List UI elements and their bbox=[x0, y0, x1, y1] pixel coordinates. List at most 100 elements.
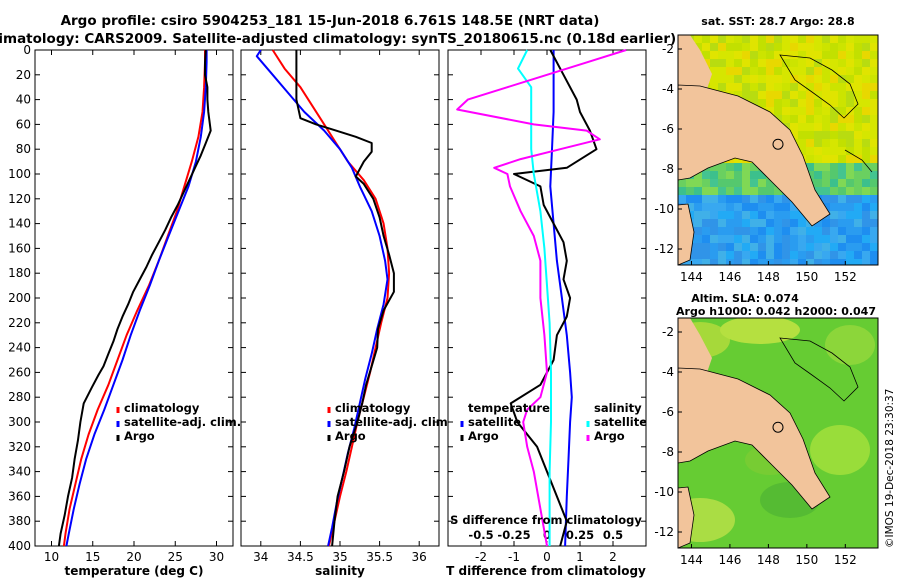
sst-cell bbox=[798, 123, 806, 131]
sst-cell bbox=[694, 187, 702, 195]
sst-cell bbox=[870, 243, 878, 251]
sst-cell bbox=[734, 235, 742, 243]
sst-cell bbox=[806, 123, 814, 131]
sst-cell bbox=[822, 195, 830, 203]
sla-blob bbox=[825, 325, 875, 365]
sst-cell bbox=[718, 163, 726, 171]
sst-cell bbox=[766, 251, 774, 259]
sst-cell bbox=[758, 235, 766, 243]
sst-cell bbox=[774, 235, 782, 243]
sst-cell bbox=[822, 219, 830, 227]
sst-cell bbox=[750, 219, 758, 227]
sst-cell bbox=[758, 243, 766, 251]
sst-cell bbox=[830, 227, 838, 235]
lat-tick-label: -4 bbox=[662, 82, 674, 96]
sst-cell bbox=[814, 251, 822, 259]
sst-cell bbox=[870, 203, 878, 211]
y-tick-label: 320 bbox=[8, 440, 31, 454]
sst-cell bbox=[718, 195, 726, 203]
salinity-series bbox=[255, 49, 395, 547]
sst-cell bbox=[710, 67, 718, 75]
sst-cell bbox=[870, 59, 878, 67]
sst-cell bbox=[766, 75, 774, 83]
temperature-panel: 0 20 40 60 80 100 120 140 160 180 200 220 240 260 280 3… bbox=[8, 43, 241, 578]
sst-cell bbox=[846, 75, 854, 83]
sst-cell bbox=[790, 235, 798, 243]
sst-cell bbox=[862, 163, 870, 171]
sst-cell bbox=[766, 179, 774, 187]
sst-cell bbox=[870, 123, 878, 131]
sst-cell bbox=[766, 35, 774, 43]
difference-series bbox=[456, 49, 627, 547]
sst-cell bbox=[862, 147, 870, 155]
sst-cell bbox=[694, 171, 702, 179]
sst-cell bbox=[718, 35, 726, 43]
sst-cell bbox=[694, 195, 702, 203]
sst-cell bbox=[870, 35, 878, 43]
x2-tick-label: 0.5 bbox=[603, 528, 623, 542]
legend-temperature-header: temperature bbox=[468, 401, 550, 415]
sst-cell bbox=[838, 179, 846, 187]
sst-cell bbox=[854, 243, 862, 251]
sst-cell bbox=[710, 83, 718, 91]
sst-cell bbox=[838, 155, 846, 163]
sst-cell bbox=[862, 115, 870, 123]
sst-cell bbox=[798, 131, 806, 139]
sst-cell bbox=[862, 59, 870, 67]
sst-cell bbox=[862, 99, 870, 107]
pressure-axis: 0 20 40 60 80 100 120 140 160 180 200 220 240 260 280 3… bbox=[8, 43, 233, 553]
sst-cell bbox=[694, 211, 702, 219]
legend-t-argo: Argo bbox=[468, 429, 499, 443]
sst-cell bbox=[814, 83, 822, 91]
sst-cell bbox=[734, 163, 742, 171]
sst-cell bbox=[790, 227, 798, 235]
sst-cell bbox=[702, 251, 710, 259]
sst-cell bbox=[726, 35, 734, 43]
legend-t-satellite: satellite bbox=[468, 415, 521, 429]
sst-cell bbox=[790, 203, 798, 211]
sst-cell bbox=[822, 99, 830, 107]
sst-cell bbox=[830, 59, 838, 67]
sst-cell bbox=[742, 243, 750, 251]
sst-cell bbox=[750, 67, 758, 75]
sst-cell bbox=[742, 35, 750, 43]
sst-cell bbox=[822, 131, 830, 139]
sst-cell bbox=[862, 123, 870, 131]
sst-cell bbox=[726, 75, 734, 83]
sst-cell bbox=[846, 211, 854, 219]
sst-cell bbox=[814, 131, 822, 139]
sst-cell bbox=[734, 51, 742, 59]
sst-cell bbox=[806, 163, 814, 171]
sst-cell bbox=[870, 51, 878, 59]
sst-cell bbox=[718, 203, 726, 211]
sst-cell bbox=[702, 187, 710, 195]
sst-cell bbox=[830, 115, 838, 123]
sst-cell bbox=[854, 131, 862, 139]
sst-cell bbox=[838, 59, 846, 67]
sst-cell bbox=[846, 235, 854, 243]
sst-cell bbox=[710, 195, 718, 203]
sst-cell bbox=[790, 219, 798, 227]
difference-panel: -2 -1 0 1 2 -0.5 -0.25 0 0.25 0.5 S difference f… bbox=[446, 49, 647, 578]
sst-cell bbox=[702, 259, 710, 265]
sst-cell bbox=[774, 211, 782, 219]
sst-cell bbox=[734, 43, 742, 51]
sst-cell bbox=[750, 235, 758, 243]
sst-cell bbox=[838, 131, 846, 139]
temperature-series bbox=[57, 49, 212, 547]
sst-cell bbox=[846, 91, 854, 99]
sst-cell bbox=[750, 227, 758, 235]
sst-cell bbox=[822, 115, 830, 123]
y-tick-label: 100 bbox=[8, 167, 31, 181]
sst-cell bbox=[710, 211, 718, 219]
sla-land-new-guinea bbox=[678, 367, 831, 510]
lon-tick-label: 144 bbox=[680, 553, 703, 567]
sst-cell bbox=[782, 211, 790, 219]
sst-cell bbox=[854, 163, 862, 171]
sst-cell bbox=[806, 139, 814, 147]
sst-cell bbox=[782, 227, 790, 235]
sst-cell bbox=[718, 227, 726, 235]
sst-cell bbox=[822, 67, 830, 75]
sst-cell bbox=[782, 251, 790, 259]
